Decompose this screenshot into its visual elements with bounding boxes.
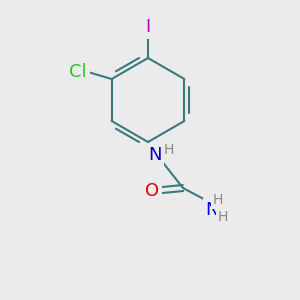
Text: H: H: [213, 193, 223, 207]
Text: H: H: [164, 143, 174, 157]
Text: O: O: [145, 182, 159, 200]
Text: N: N: [205, 201, 219, 219]
Text: I: I: [146, 18, 151, 36]
Text: Cl: Cl: [69, 63, 87, 81]
Text: H: H: [218, 210, 228, 224]
Text: N: N: [148, 146, 162, 164]
